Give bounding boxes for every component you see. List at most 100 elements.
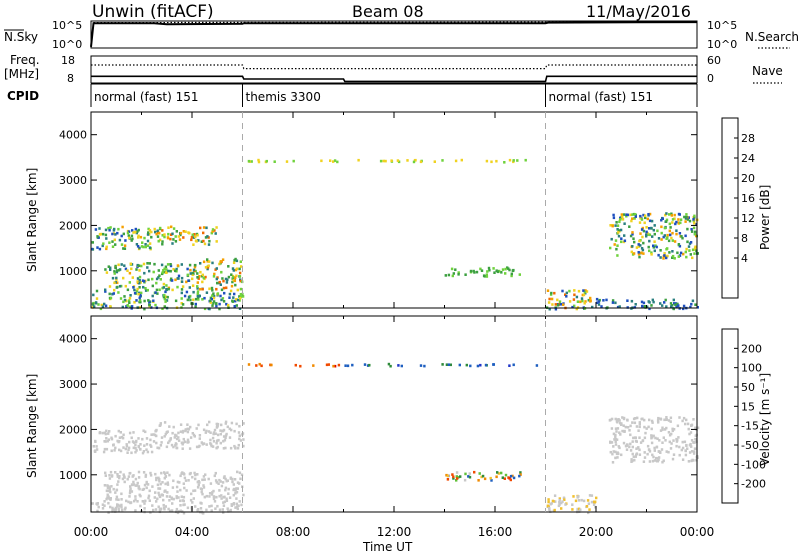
power-cell-0-67 bbox=[143, 299, 146, 303]
velocity-cell-1-87 bbox=[112, 443, 115, 446]
power-cell-8-112 bbox=[691, 248, 695, 252]
velocity-cell-3-83 bbox=[108, 488, 111, 491]
power-cell-3-49 bbox=[196, 287, 199, 290]
velocity-cell-2-123 bbox=[230, 428, 233, 432]
velocity-cell-8-140 bbox=[638, 421, 641, 424]
power-cell-8-34 bbox=[677, 255, 680, 258]
power-cell-4-124 bbox=[141, 279, 145, 282]
velocity-cell-1-42 bbox=[145, 437, 149, 440]
power-cell-2-43 bbox=[174, 235, 177, 238]
velocity-cell-5-7 bbox=[512, 363, 515, 367]
power-cell-1-28 bbox=[130, 239, 133, 242]
velocity-cell-8-195 bbox=[622, 417, 626, 421]
power-cell-9-28 bbox=[672, 298, 675, 302]
velocity-cell-3-173 bbox=[107, 485, 110, 488]
power-cell-3-24 bbox=[239, 279, 242, 283]
velocity-cell-5-18 bbox=[397, 364, 400, 367]
velocity-cell-0-93 bbox=[111, 510, 114, 513]
power-cell-0-68 bbox=[180, 302, 183, 305]
velocity-cell-1-25 bbox=[130, 451, 133, 455]
power-cell-8-214 bbox=[644, 216, 647, 220]
power-cell-2-52 bbox=[161, 242, 164, 246]
velocity-cell-8-173 bbox=[634, 417, 637, 420]
velocity-cell-2-97 bbox=[168, 425, 171, 428]
velocity-cell-8-18 bbox=[690, 450, 694, 453]
velocity-cell-5-2 bbox=[535, 364, 539, 367]
velocity-cell-8-13 bbox=[694, 437, 697, 441]
velocity-cell-8-182 bbox=[616, 451, 619, 454]
velocity-cell-3-175 bbox=[155, 478, 158, 482]
power-cell-8-132 bbox=[695, 223, 698, 226]
power-cell-8-37 bbox=[692, 226, 696, 230]
velocity-cell-8-41 bbox=[615, 430, 618, 433]
velocity-cell-6-19 bbox=[445, 473, 448, 477]
freq-tick-top: 18 bbox=[61, 54, 75, 67]
power-cell-1-76 bbox=[120, 234, 123, 238]
power-cell-5-39 bbox=[512, 159, 515, 162]
velocity-cell-0-130 bbox=[167, 507, 170, 511]
power-cell-8-115 bbox=[684, 220, 687, 223]
velocity-cell-7-5 bbox=[577, 499, 581, 502]
power-cell-4-125 bbox=[180, 288, 184, 291]
power-cell-4-84 bbox=[115, 270, 119, 274]
power-cell-1-49 bbox=[114, 233, 117, 236]
power-cell-0-37 bbox=[212, 300, 216, 303]
power-cell-0-9 bbox=[222, 300, 226, 303]
velocity-cell-8-115 bbox=[637, 446, 640, 449]
velocity-cell-0-36 bbox=[164, 505, 167, 508]
velocity-cell-1-7 bbox=[149, 438, 152, 442]
velocity-cell-3-22 bbox=[158, 487, 162, 490]
velocity-cell-1-56 bbox=[152, 433, 155, 436]
power-cell-0-133 bbox=[233, 292, 236, 296]
power-cell-4-88 bbox=[155, 281, 158, 285]
velocity-cell-2-91 bbox=[165, 445, 169, 449]
velocity-cell-8-186 bbox=[690, 445, 693, 448]
velocity-cell-0-94 bbox=[236, 505, 239, 508]
velocity-cell-0-98 bbox=[120, 503, 123, 507]
power-cell-0-159 bbox=[95, 289, 99, 293]
velocity-cell-5-24 bbox=[387, 362, 391, 366]
velocity-cell-3-138 bbox=[196, 486, 200, 489]
velocity-cell-0-13 bbox=[134, 498, 137, 501]
power-cell-8-146 bbox=[650, 226, 653, 230]
velocity-cell-3-106 bbox=[163, 476, 166, 480]
power-cell-9-12 bbox=[611, 301, 615, 304]
velocity-cell-1-16 bbox=[118, 436, 122, 439]
velocity-cell-3-123 bbox=[235, 487, 238, 490]
velocity-cell-3-225 bbox=[163, 471, 166, 474]
velocity-cell-7-33 bbox=[592, 503, 596, 506]
velocity-cell-0-1 bbox=[179, 509, 182, 513]
power-cell-1-68 bbox=[146, 244, 150, 247]
velocity-cell-2-20 bbox=[213, 428, 217, 432]
velocity-cell-0-88 bbox=[196, 508, 200, 511]
power-cell-9-15 bbox=[665, 305, 668, 308]
velocity-cell-8-193 bbox=[678, 416, 681, 419]
power-cell-4-118 bbox=[146, 266, 149, 269]
power-cell-6-29 bbox=[469, 269, 473, 273]
power-cell-8-58 bbox=[609, 224, 612, 227]
power-cell-1-6 bbox=[104, 228, 108, 232]
velocity-cell-8-5 bbox=[686, 422, 690, 426]
power-cell-8-4 bbox=[615, 247, 618, 251]
velocity-cell-2-37 bbox=[159, 444, 163, 447]
power-cell-2-11 bbox=[178, 238, 182, 241]
power-cell-1-14 bbox=[118, 238, 122, 242]
velocity-cell-3-50 bbox=[108, 497, 111, 500]
power-cell-8-52 bbox=[693, 230, 697, 234]
velocity-cell-2-0 bbox=[186, 438, 190, 442]
velocity-cell-2-47 bbox=[208, 420, 211, 424]
power-cell-8-86 bbox=[695, 234, 698, 238]
power-cell-4-74 bbox=[122, 276, 125, 280]
power-cell-2-49 bbox=[205, 226, 208, 230]
power-cell-5-9 bbox=[329, 159, 332, 162]
power-cell-8-43 bbox=[639, 217, 642, 220]
velocity-cell-0-10 bbox=[189, 498, 193, 502]
power-cell-3-66 bbox=[222, 286, 226, 290]
velocity-cell-8-180 bbox=[650, 427, 653, 431]
power-cell-8-226 bbox=[647, 245, 650, 249]
velocity-cell-3-90 bbox=[176, 480, 180, 484]
velocity-cell-2-145 bbox=[154, 429, 158, 433]
power-cell-4-42 bbox=[135, 268, 138, 271]
power-cell-7-7 bbox=[550, 297, 554, 301]
velocity-cell-8-146 bbox=[659, 450, 662, 454]
